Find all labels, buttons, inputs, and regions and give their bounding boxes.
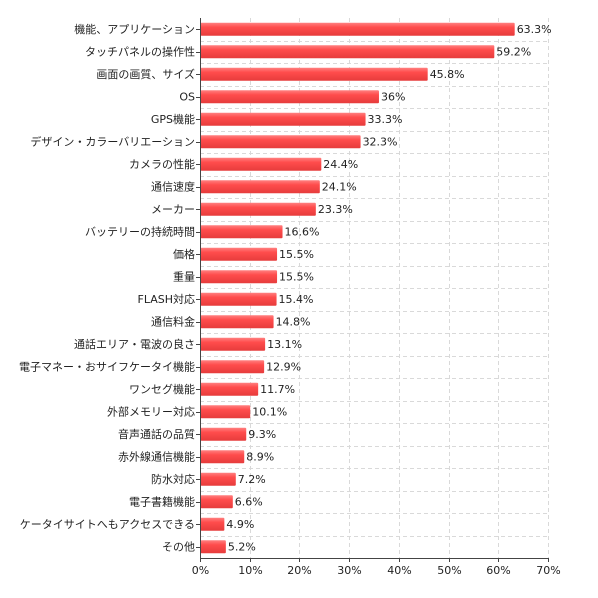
value-label: 32.3%	[363, 135, 398, 148]
value-label: 5.2%	[228, 540, 256, 553]
bar	[200, 337, 266, 351]
value-label: 33.3%	[368, 113, 403, 126]
value-label: 11.7%	[260, 383, 295, 396]
bar	[200, 135, 361, 149]
category-label: その他	[162, 540, 195, 553]
x-tick-label: 70%	[536, 564, 560, 577]
bar	[200, 405, 251, 419]
value-label: 24.4%	[323, 158, 358, 171]
bar	[200, 270, 278, 284]
x-tick-label: 50%	[437, 564, 461, 577]
category-label: 機能、アプリケーション	[74, 22, 195, 36]
value-label: 24.1%	[322, 180, 357, 193]
category-label: 音声通話の品質	[118, 427, 195, 441]
bar	[200, 112, 366, 126]
category-label: カメラの性能	[129, 157, 195, 171]
value-label: 8.9%	[246, 450, 274, 463]
category-label: 重量	[173, 269, 195, 283]
grid	[200, 18, 549, 558]
x-tick-label: 60%	[486, 564, 510, 577]
bar	[200, 202, 316, 216]
category-label: デザイン・カラーバリエーション	[30, 134, 195, 148]
value-label: 6.6%	[235, 495, 263, 508]
category-label: GPS機能	[151, 112, 195, 126]
value-label: 15.5%	[279, 248, 314, 261]
value-label: 59.2%	[496, 45, 531, 58]
value-label: 23.3%	[318, 203, 353, 216]
bar	[200, 90, 379, 104]
bar	[200, 225, 283, 239]
bar	[200, 472, 236, 486]
category-label: 通信速度	[151, 179, 195, 193]
value-label: 7.2%	[238, 473, 266, 486]
category-label: OS	[179, 90, 195, 103]
value-label: 14.8%	[276, 315, 311, 328]
bar	[200, 45, 495, 59]
category-label: 通話エリア・電波の良さ	[74, 337, 195, 351]
value-label: 10.1%	[252, 405, 287, 418]
value-label: 4.9%	[226, 518, 254, 531]
value-label: 15.5%	[279, 270, 314, 283]
value-label: 16.6%	[285, 225, 320, 238]
category-label: 画面の画質、サイズ	[96, 67, 195, 81]
bar	[200, 427, 247, 441]
category-label: 防水対応	[151, 472, 195, 486]
bar	[200, 315, 274, 329]
x-tick-label: 20%	[287, 564, 311, 577]
value-label: 9.3%	[248, 428, 276, 441]
category-label: 電子マネー・おサイフケータイ機能	[19, 359, 195, 373]
value-label: 36%	[381, 90, 405, 103]
value-label: 45.8%	[430, 68, 465, 81]
value-label: 12.9%	[266, 360, 301, 373]
bar	[200, 360, 265, 374]
bar	[200, 450, 245, 464]
bar	[200, 495, 233, 509]
bar	[200, 382, 259, 396]
x-tick-label: 10%	[238, 564, 262, 577]
bar	[200, 517, 225, 531]
category-label: バッテリーの持続時間	[85, 224, 195, 238]
category-label: 電子書籍機能	[129, 494, 195, 508]
x-tick-label: 30%	[337, 564, 361, 577]
bar	[200, 67, 428, 81]
bar	[200, 292, 277, 306]
category-label: FLASH対応	[138, 292, 196, 306]
bar	[200, 157, 322, 171]
bar	[200, 540, 226, 554]
category-label: メーカー	[151, 203, 195, 216]
category-label: ワンセグ機能	[129, 382, 195, 396]
bar	[200, 22, 515, 36]
value-label: 63.3%	[517, 23, 552, 36]
category-label: 赤外線通信機能	[118, 449, 195, 463]
category-label: 価格	[173, 247, 195, 261]
category-label: タッチパネルの操作性	[85, 44, 195, 58]
category-label: 通信料金	[151, 314, 195, 328]
bars: 63.3% 59.2% 45.8% 36% 33.3% 32.3% 24.4% 24.1% 23…	[200, 22, 552, 554]
value-label: 15.4%	[279, 293, 314, 306]
category-label: ケータイサイトへもアクセスできる	[20, 518, 195, 531]
x-tick-label: 40%	[387, 564, 411, 577]
category-label: 外部メモリー対応	[107, 404, 195, 418]
x-tick-label: 0%	[192, 564, 209, 577]
value-label: 13.1%	[267, 338, 302, 351]
bar	[200, 180, 320, 194]
bar	[200, 247, 278, 261]
